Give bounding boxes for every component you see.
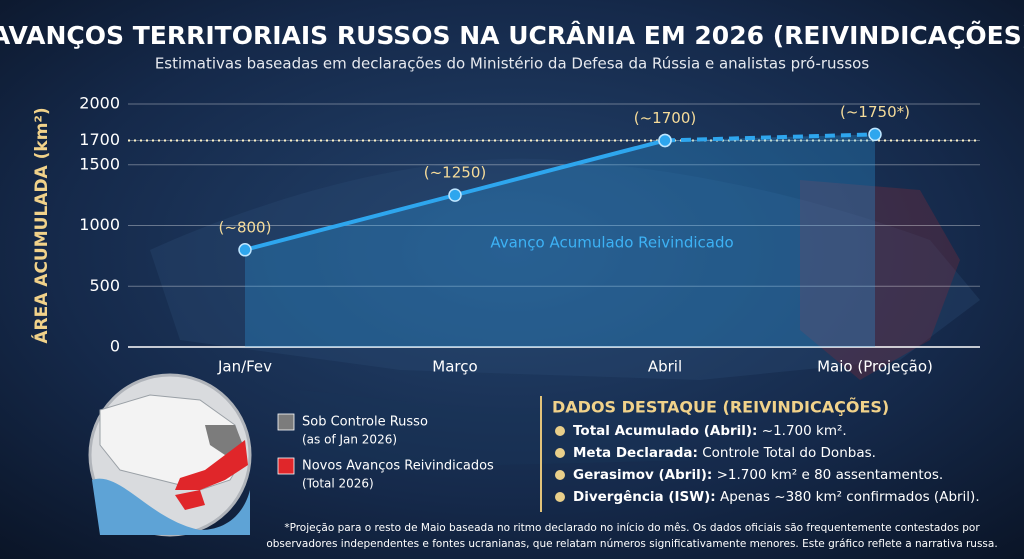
inset-map <box>88 373 252 537</box>
footnote: observadores independentes e fontes ucra… <box>266 538 997 550</box>
y-tick-label: 1000 <box>79 215 120 234</box>
data-label: (~800) <box>219 218 272 236</box>
data-label: (~1250) <box>424 164 486 182</box>
highlight-label: Total Acumulado (Abril): <box>573 423 757 439</box>
bullet <box>555 448 565 458</box>
highlight-item: Total Acumulado (Abril): ~1.700 km². <box>573 423 847 439</box>
legend-note: (Total 2026) <box>302 477 374 491</box>
highlight-item: Divergência (ISW): Apenas ~380 km² confi… <box>573 489 980 505</box>
bullet <box>555 492 565 502</box>
legend-swatch <box>277 413 295 431</box>
footnote: *Projeção para o resto de Maio baseada n… <box>284 522 980 534</box>
highlights-title: DADOS DESTAQUE (REIVINDICAÇÕES) <box>552 398 889 417</box>
bullet <box>555 426 565 436</box>
highlight-label: Gerasimov (Abril): <box>573 467 712 483</box>
y-tick-label: 1700 <box>79 130 120 149</box>
highlight-text: Controle Total do Donbas. <box>702 445 876 461</box>
data-label: (~1700) <box>634 109 696 127</box>
highlight-label: Meta Declarada: <box>573 445 698 461</box>
title: AVANÇOS TERRITORIAIS RUSSOS NA UCRÂNIA E… <box>0 20 1024 50</box>
highlight-text: >1.700 km² e 80 assentamentos. <box>717 467 944 483</box>
legend-note: (as of Jan 2026) <box>302 433 397 447</box>
highlight-text: ~1.700 km². <box>762 423 847 439</box>
y-tick-label: 500 <box>89 276 120 295</box>
x-tick-label: Maio (Projeção) <box>817 358 933 376</box>
bullet <box>555 470 565 480</box>
inset-claimed <box>175 440 248 490</box>
highlights: DADOS DESTAQUE (REIVINDICAÇÕES) Total Ac… <box>552 398 980 506</box>
map-decoration <box>150 158 980 380</box>
map-decoration <box>300 390 700 470</box>
x-tick-label: Jan/Fev <box>217 358 272 376</box>
legend: Sob Controle Russo (as of Jan 2026) Novos … <box>277 413 494 491</box>
area <box>665 134 875 347</box>
point <box>868 127 882 142</box>
inset-sea <box>92 478 250 535</box>
x-tick-label: Abril <box>648 358 682 376</box>
inset-country <box>99 394 246 491</box>
legend-label: Novos Avanços Reivindicados <box>302 459 494 474</box>
legend-swatch <box>277 457 295 475</box>
area <box>245 140 665 347</box>
annotation: Avanço Acumulado Reivindicado <box>490 234 733 252</box>
line <box>664 132 876 143</box>
point <box>238 243 252 257</box>
y-axis-title: ÁREA ACUMULADA (km²) <box>30 107 52 343</box>
map-decoration <box>800 180 960 380</box>
highlight-item: Meta Declarada: Controle Total do Donbas… <box>573 445 876 461</box>
highlight-label: Divergência (ISW): <box>573 489 716 505</box>
point <box>448 188 462 202</box>
inset-claimed <box>175 490 205 510</box>
data-label: (~1750*) <box>840 103 910 121</box>
y-tick-label: 0 <box>110 337 120 356</box>
legend-label: Sob Controle Russo <box>302 415 428 430</box>
y-tick-label: 1500 <box>79 154 120 173</box>
highlight-item: Gerasimov (Abril): >1.700 km² e 80 assen… <box>573 467 943 483</box>
plot: 0 500 1000 1500 1700 2000 ÁREA ACUMULADA (km²)… <box>30 94 980 376</box>
x-tick-label: Março <box>432 358 477 376</box>
subtitle: Estimativas baseadas em declarações do M… <box>155 55 870 73</box>
point <box>658 133 672 148</box>
y-tick-label: 2000 <box>79 94 120 113</box>
highlight-text: Apenas ~380 km² confirmados (Abril). <box>720 489 980 505</box>
